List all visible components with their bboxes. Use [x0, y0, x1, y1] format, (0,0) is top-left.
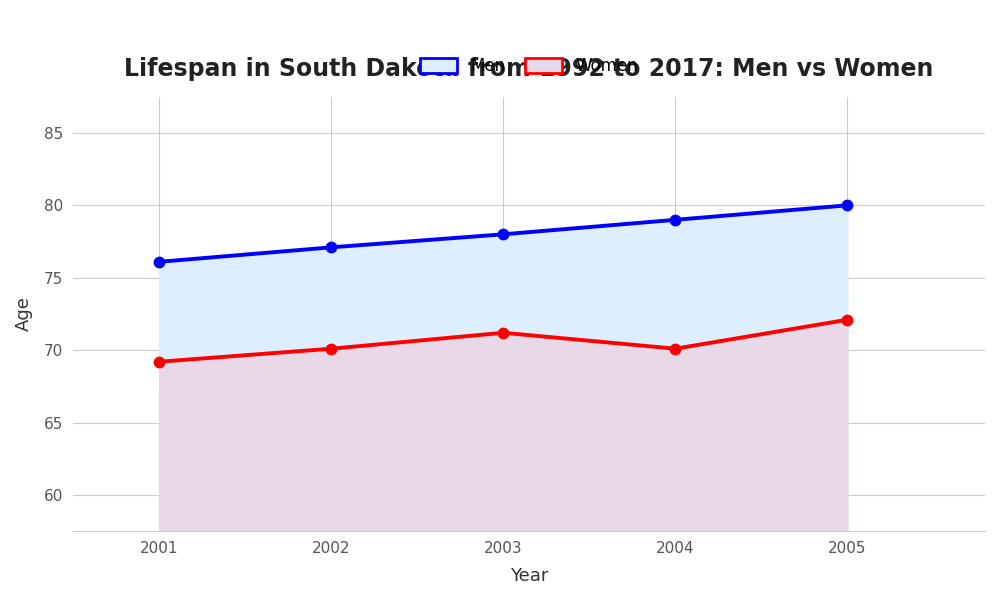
Y-axis label: Age: Age	[15, 296, 33, 331]
Legend: Men, Women: Men, Women	[412, 49, 646, 83]
X-axis label: Year: Year	[510, 567, 548, 585]
Title: Lifespan in South Dakota from 1992 to 2017: Men vs Women: Lifespan in South Dakota from 1992 to 20…	[124, 57, 934, 81]
